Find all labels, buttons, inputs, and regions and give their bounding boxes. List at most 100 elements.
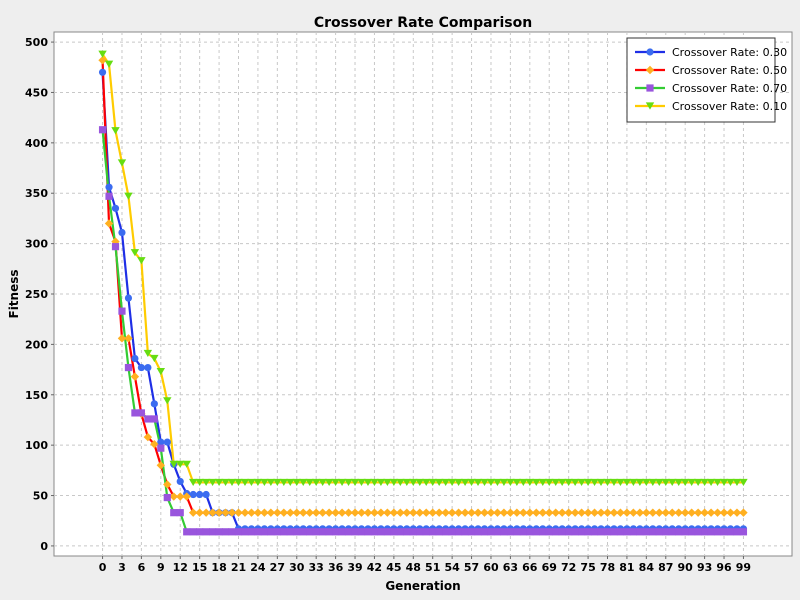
series-1-point	[150, 439, 159, 449]
series-3-point	[104, 60, 114, 68]
series-1-point	[273, 508, 282, 517]
x-tick-label: 36	[328, 561, 344, 574]
series-2-point	[629, 528, 637, 536]
series-3-point	[674, 478, 683, 487]
series-2-point	[455, 528, 463, 536]
y-tick-label: 150	[25, 389, 48, 402]
series-3-point	[635, 478, 645, 487]
series-3-point	[525, 478, 535, 487]
series-3-point	[648, 478, 658, 487]
series-1-point	[719, 508, 729, 517]
series-0-point	[118, 228, 126, 237]
series-3-point	[143, 349, 153, 358]
series-1-point	[700, 508, 709, 517]
series-3-point	[732, 478, 742, 487]
series-3-point	[693, 478, 703, 487]
series-1-point	[104, 219, 114, 228]
series-1-point	[337, 508, 347, 517]
series-1-point	[286, 508, 295, 517]
series-1-point	[292, 508, 301, 517]
series-2-point	[124, 363, 133, 372]
series-1-point	[434, 508, 444, 517]
x-tick-label: 24	[250, 561, 266, 574]
series-2-point	[435, 528, 443, 536]
series-2-point	[196, 528, 204, 536]
series-1-point	[557, 508, 567, 517]
series-1-point	[616, 508, 625, 517]
series-3-point	[719, 478, 729, 487]
series-3-point	[415, 478, 424, 487]
series-3-point	[111, 127, 120, 135]
series-2-point	[416, 528, 424, 536]
series-3-point	[570, 478, 580, 487]
series-0-point	[105, 183, 113, 191]
series-1-point	[655, 508, 664, 517]
series-2-point	[299, 528, 307, 536]
series-2-point	[150, 415, 158, 423]
series-3-point	[214, 478, 224, 487]
series-1-point	[195, 508, 204, 517]
series-3-point	[409, 478, 418, 487]
series-1-point	[603, 508, 612, 517]
series-3-point	[473, 478, 483, 487]
series-1-point	[247, 508, 256, 517]
y-tick-label: 300	[25, 238, 48, 251]
series-2-point	[273, 528, 281, 536]
series-2-point	[189, 528, 197, 536]
series-1-point	[169, 492, 178, 501]
series-1-point	[447, 508, 457, 517]
series-3-point	[137, 257, 146, 265]
series-1-point	[422, 508, 431, 517]
series-3-point	[538, 478, 547, 487]
series-1-point	[234, 508, 243, 517]
series-1-point	[687, 508, 696, 517]
series-3-point	[519, 478, 528, 487]
series-3-point	[661, 478, 670, 487]
series-1-point	[545, 508, 554, 517]
series-3-point	[195, 478, 204, 487]
series-2-point	[357, 528, 366, 536]
series-3-point	[564, 478, 573, 487]
x-tick-label: 87	[658, 561, 673, 574]
series-1-point	[596, 508, 606, 517]
series-2-point	[506, 528, 514, 536]
legend-swatch-marker	[645, 65, 655, 75]
series-1-point	[331, 508, 340, 517]
series-0-point	[111, 204, 120, 212]
series-1-point	[389, 508, 399, 517]
series-2-point	[526, 528, 534, 536]
series-2-point	[118, 307, 126, 315]
series-2-point	[351, 528, 359, 536]
series-1-point	[357, 508, 366, 517]
series-2-point	[539, 528, 547, 536]
x-tick-label: 0	[99, 561, 107, 574]
x-tick-label: 12	[173, 561, 188, 574]
series-1-point	[460, 508, 470, 517]
series-1-point	[227, 508, 237, 517]
series-1-point	[188, 508, 198, 517]
series-2-point	[688, 528, 696, 536]
series-2-point	[733, 528, 741, 536]
series-2-point	[221, 528, 230, 536]
series-0-point	[176, 477, 184, 486]
series-2-point	[616, 528, 625, 536]
series-3-point	[324, 478, 334, 487]
series-1-point	[156, 461, 166, 470]
series-2-point	[176, 509, 184, 517]
series-3-point	[441, 478, 450, 487]
series-3-point	[551, 478, 560, 487]
series-2-point	[675, 528, 683, 536]
series-3-point	[467, 478, 476, 487]
series-0-point	[150, 400, 158, 408]
series-2-point	[202, 528, 210, 536]
x-tick-label: 3	[118, 561, 126, 574]
series-3-point	[506, 478, 515, 487]
legend-swatch-marker	[646, 48, 654, 56]
y-tick-label: 250	[25, 288, 48, 301]
series-3-point	[422, 478, 431, 487]
series-2-point	[286, 528, 294, 536]
series-3-point	[655, 478, 664, 487]
series-1-point	[344, 508, 353, 517]
series-1-point	[680, 508, 690, 517]
